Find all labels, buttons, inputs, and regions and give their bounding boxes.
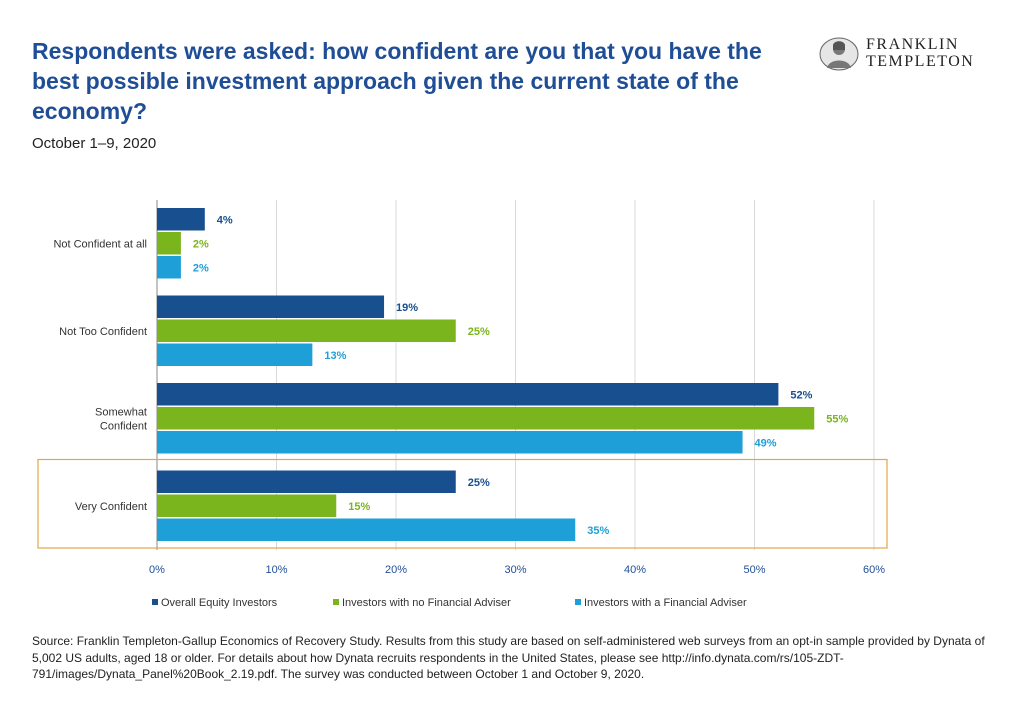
- x-tick-label: 0%: [149, 564, 165, 576]
- category-label: Somewhat Confident: [95, 406, 147, 432]
- logo-text-line2: TEMPLETON: [866, 53, 975, 70]
- data-label: 52%: [790, 389, 812, 401]
- data-label: 25%: [468, 477, 490, 489]
- x-tick-label: 30%: [504, 564, 526, 576]
- bar: [157, 383, 779, 406]
- highlight-box-layer: [37, 458, 888, 549]
- bar: [157, 431, 743, 454]
- legend-swatch: [333, 599, 339, 605]
- x-tick-label: 50%: [743, 564, 765, 576]
- data-label: 4%: [217, 214, 233, 226]
- x-tick-labels: 0% 10% 20% 30% 40% 50% 60%: [149, 564, 885, 576]
- bar: [157, 407, 815, 430]
- data-label: 25%: [468, 326, 490, 338]
- x-tick-label: 60%: [863, 564, 885, 576]
- bars: [157, 208, 815, 541]
- category-labels: Not Confident at all Not Too Confident Som…: [53, 238, 147, 513]
- bar: [157, 295, 385, 318]
- bar: [157, 470, 456, 493]
- data-labels: 4% 2% 2% 19% 25% 13% 52% 55% 49% 25% 15% 35%: [193, 214, 849, 537]
- chart-title: Respondents were asked: how confident ar…: [32, 38, 762, 124]
- legend-label: Investors with a Financial Adviser: [584, 597, 747, 609]
- legend-label: Investors with no Financial Adviser: [342, 597, 511, 609]
- bar: [157, 343, 313, 366]
- category-label: Very Confident: [75, 501, 147, 513]
- x-tick-label: 10%: [265, 564, 287, 576]
- legend: Overall Equity Investors Investors with n…: [152, 597, 747, 609]
- bar: [157, 518, 576, 541]
- data-label: 2%: [193, 262, 209, 274]
- bar: [157, 494, 337, 517]
- portrait-icon: [819, 37, 859, 71]
- logo-text-line1: FRANKLIN: [866, 36, 959, 53]
- data-label: 49%: [755, 437, 777, 449]
- data-label: 35%: [587, 525, 609, 537]
- bar-chart: 4% 2% 2% 19% 25% 13% 52% 55% 49% 25% 15% 35% Not Co…: [37, 200, 888, 609]
- bar: [157, 256, 181, 279]
- x-tick-label: 20%: [385, 564, 407, 576]
- franklin-templeton-logo: FRANKLIN TEMPLETON: [818, 36, 998, 74]
- source-note: Source: Franklin Templeton-Gallup Econom…: [32, 634, 985, 681]
- bar: [157, 319, 456, 342]
- category-label: Not Too Confident: [59, 326, 147, 338]
- x-tick-label: 40%: [624, 564, 646, 576]
- bar: [157, 232, 181, 255]
- legend-swatch: [575, 599, 581, 605]
- legend-swatch: [152, 599, 158, 605]
- data-label: 13%: [324, 350, 346, 362]
- legend-label: Overall Equity Investors: [161, 597, 278, 609]
- bar: [157, 208, 205, 231]
- data-label: 19%: [396, 302, 418, 314]
- highlight-box: [37, 458, 888, 549]
- data-label: 15%: [348, 501, 370, 513]
- data-label: 2%: [193, 238, 209, 250]
- data-label: 55%: [826, 413, 848, 425]
- category-label: Not Confident at all: [53, 238, 147, 250]
- chart-subtitle: October 1–9, 2020: [32, 135, 157, 152]
